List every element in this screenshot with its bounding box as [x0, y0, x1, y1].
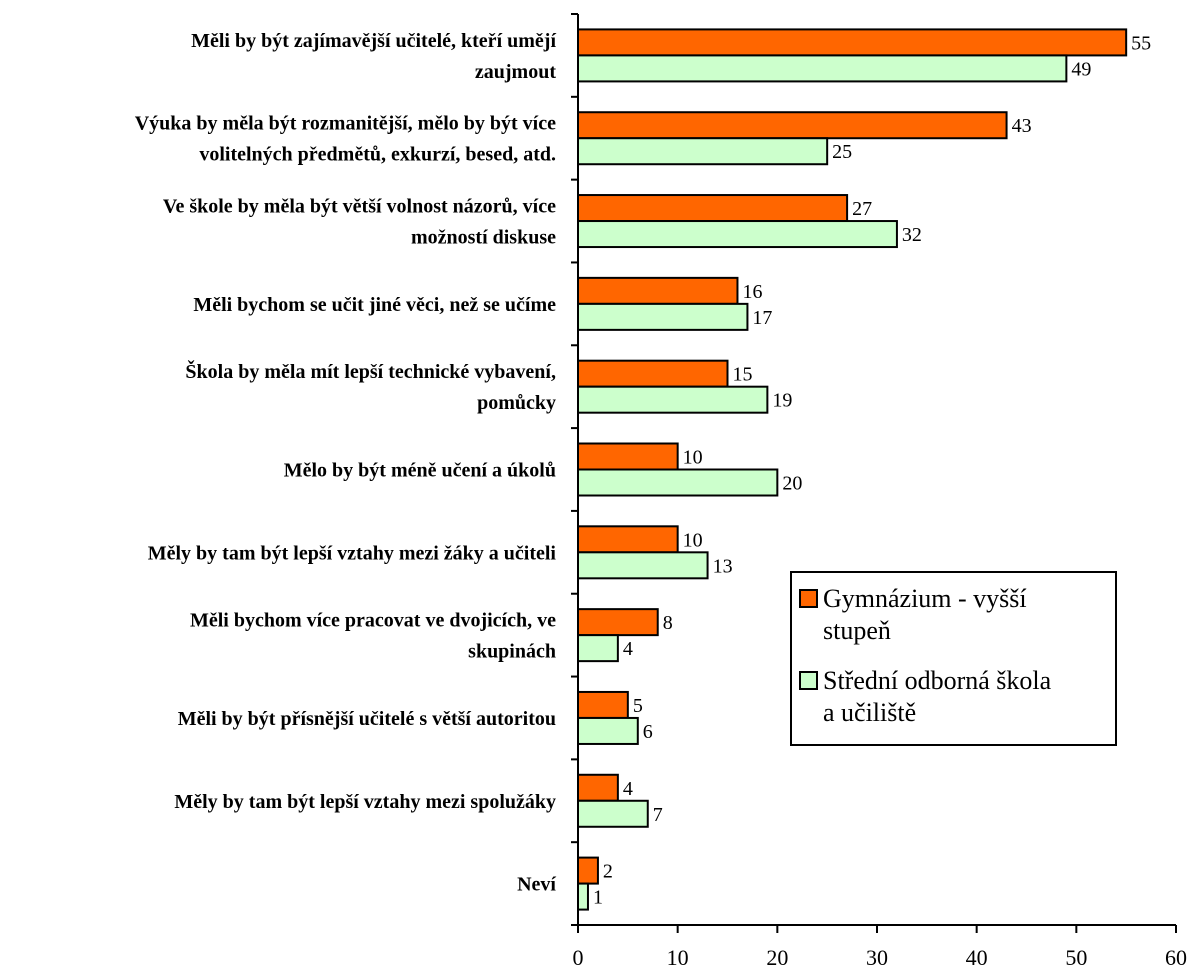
- category-label-3-line-2: možností diskuse: [411, 227, 556, 249]
- bar-series-2-9: [577, 716, 639, 745]
- value-label-series-1-11: 2: [603, 861, 613, 883]
- value-label-series-1-7: 10: [683, 529, 703, 551]
- x-tick-label-50: 50: [1065, 945, 1087, 970]
- category-label-5-line-2: pomůcky: [477, 392, 556, 414]
- value-label-series-1-6: 10: [683, 447, 703, 469]
- value-label-series-2-5: 19: [772, 390, 792, 412]
- x-tick-label-20: 20: [766, 945, 788, 970]
- legend-swatch-series-1: [799, 589, 818, 608]
- value-label-series-1-8: 8: [663, 612, 673, 634]
- value-label-series-1-1: 55: [1131, 32, 1151, 54]
- value-label-series-2-7: 13: [713, 555, 733, 577]
- category-labels: Měli by být zajímavější učitelé, kteří u…: [135, 30, 557, 896]
- bar-series-2-8: [577, 634, 619, 663]
- bar-series-2-7: [577, 551, 709, 580]
- value-label-series-1-10: 4: [623, 778, 633, 800]
- bar-series-1-7: [577, 525, 679, 554]
- bar-series-2-11: [577, 882, 589, 911]
- bar-series-1-11: [577, 856, 599, 885]
- category-label-11: Neví: [517, 874, 556, 896]
- value-label-series-1-3: 27: [852, 198, 872, 220]
- bar-series-1-4: [577, 276, 739, 305]
- x-tick-label-0: 0: [573, 945, 584, 970]
- category-label-1-line-2: zaujmout: [475, 61, 556, 83]
- value-label-series-2-6: 20: [782, 473, 802, 495]
- value-label-series-1-9: 5: [633, 695, 643, 717]
- category-label-10: Měly by tam být lepší vztahy mezi spoluž…: [174, 791, 556, 813]
- category-label-7: Měly by tam být lepší vztahy mezi žáky a…: [148, 542, 557, 564]
- category-label-2-line-2: volitelných předmětů, exkurzí, besed, at…: [199, 144, 556, 166]
- x-tick-label-40: 40: [966, 945, 988, 970]
- bar-series-2-2: [577, 137, 829, 166]
- value-label-series-2-9: 6: [643, 721, 653, 743]
- axes-group: 0 10 20 30 40 50 60: [571, 13, 1187, 970]
- category-label-4: Měli bychom se učit jiné věci, než se uč…: [193, 294, 556, 316]
- value-label-series-2-8: 4: [623, 638, 633, 660]
- legend-label-series-2-line-1: Střední odborná škola: [823, 666, 1052, 695]
- value-label-series-2-10: 7: [653, 804, 663, 826]
- category-label-5-line-1: Škola by měla mít lepší technické vybave…: [185, 359, 556, 383]
- value-label-series-2-4: 17: [752, 307, 772, 329]
- bar-series-1-6: [577, 442, 679, 471]
- legend-label-series-1-line-2: stupeň: [823, 616, 891, 645]
- value-label-series-2-2: 25: [832, 141, 852, 163]
- x-tick-label-10: 10: [667, 945, 689, 970]
- category-label-1-line-1: Měli by být zajímavější učitelé, kteří u…: [191, 30, 556, 52]
- bar-series-1-5: [577, 359, 729, 388]
- value-label-series-1-5: 15: [733, 364, 753, 386]
- bar-series-1-9: [577, 690, 629, 719]
- value-label-series-2-1: 49: [1071, 58, 1091, 80]
- bar-series-1-1: [577, 28, 1128, 57]
- category-label-3-line-1: Ve škole by měla být větší volnost názor…: [163, 196, 556, 218]
- category-label-8-line-1: Měli bychom více pracovat ve dvojicích, …: [190, 610, 556, 632]
- x-tick-label-60: 60: [1165, 945, 1187, 970]
- category-label-2-line-1: Výuka by měla být rozmanitější, mělo by …: [135, 113, 556, 135]
- legend-box: [790, 571, 1117, 746]
- bar-series-1-10: [577, 773, 619, 802]
- value-label-series-2-11: 1: [593, 887, 603, 909]
- value-label-series-2-3: 32: [902, 224, 922, 246]
- bar-series-2-5: [577, 385, 769, 414]
- bar-series-2-4: [577, 302, 749, 331]
- bar-series-2-1: [577, 54, 1068, 83]
- bar-series-1-8: [577, 608, 659, 637]
- category-label-9: Měli by být přísnější učitelé s větší au…: [178, 708, 556, 730]
- value-label-series-1-2: 43: [1012, 115, 1032, 137]
- bar-series-1-2: [577, 111, 1008, 140]
- legend-label-series-2-line-2: a učiliště: [823, 698, 916, 727]
- legend-label-series-1-line-1: Gymnázium - vyšší: [823, 584, 1027, 613]
- bar-series-1-3: [577, 194, 849, 223]
- bar-series-2-10: [577, 799, 649, 828]
- category-label-8-line-2: skupinách: [468, 641, 556, 663]
- legend-swatch-series-2: [799, 671, 818, 690]
- legend: Gymnázium - vyšší stupeň Střední odborná š…: [790, 571, 1117, 746]
- bar-series-2-3: [577, 220, 898, 249]
- value-label-series-1-4: 16: [742, 281, 762, 303]
- category-label-6: Mělo by být méně učení a úkolů: [284, 460, 556, 482]
- bar-series-2-6: [577, 468, 779, 497]
- x-tick-label-30: 30: [866, 945, 888, 970]
